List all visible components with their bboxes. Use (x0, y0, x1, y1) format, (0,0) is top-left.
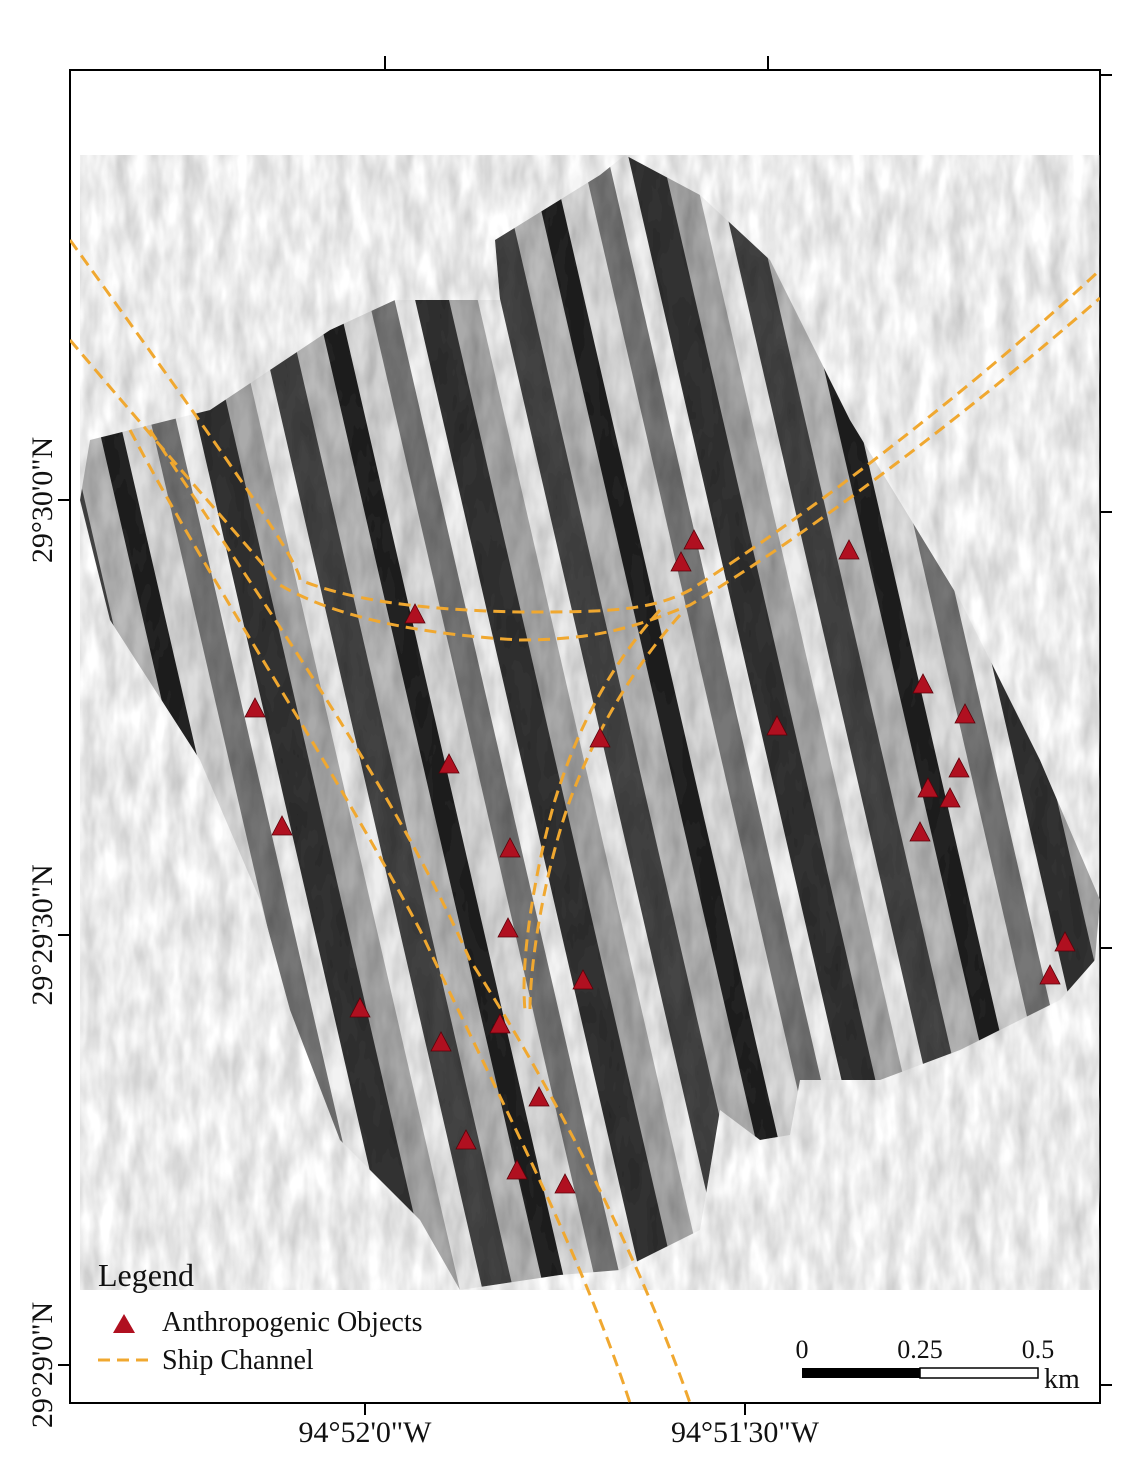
lon-label: 94°52'0"W (299, 1416, 433, 1449)
scale-bar-dark (802, 1368, 920, 1378)
scale-label: 0.25 (897, 1335, 943, 1364)
lon-label: 94°51'30"W (671, 1416, 820, 1449)
scale-label: 0 (796, 1335, 809, 1364)
scale-unit: km (1044, 1364, 1080, 1395)
scale-bar-light (920, 1368, 1038, 1378)
legend-item: Ship Channel (162, 1345, 314, 1376)
lat-label: 29°29'30"N (26, 864, 59, 1005)
map: 29°30'0"N 29°29'30"N 29°29'0"N 94°52'0"W… (0, 0, 1140, 1479)
lat-label: 29°30'0"N (26, 437, 59, 563)
scale-label: 0.5 (1022, 1335, 1055, 1364)
legend-title: Legend (98, 1257, 194, 1293)
legend-item: Anthropogenic Objects (162, 1307, 423, 1338)
lat-label: 29°29'0"N (26, 1302, 59, 1428)
